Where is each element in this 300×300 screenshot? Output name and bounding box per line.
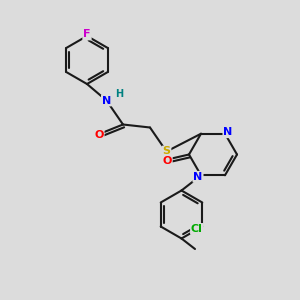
Text: N: N xyxy=(194,172,202,182)
Text: N: N xyxy=(224,127,232,137)
Text: O: O xyxy=(94,130,104,140)
Text: N: N xyxy=(102,95,111,106)
Text: F: F xyxy=(83,29,91,40)
Text: O: O xyxy=(162,155,172,166)
Text: S: S xyxy=(163,146,170,157)
Text: Cl: Cl xyxy=(191,224,203,234)
Text: H: H xyxy=(115,89,123,99)
